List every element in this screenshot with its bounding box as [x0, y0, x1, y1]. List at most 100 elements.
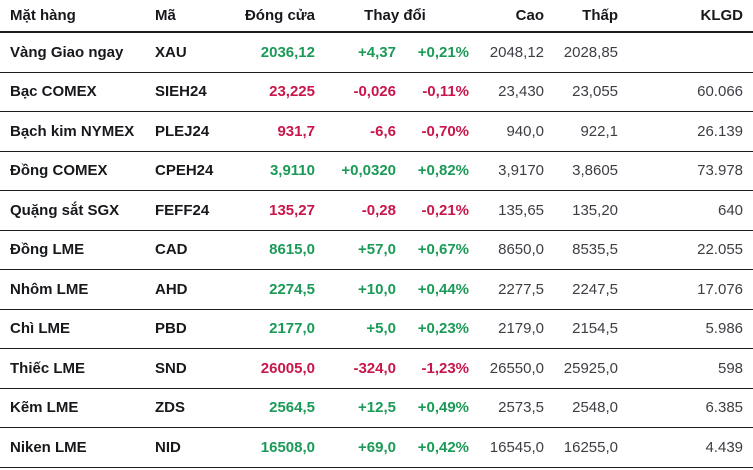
cell-close: 2036,12 [240, 32, 318, 73]
cell-high: 23,430 [472, 72, 548, 112]
header-close: Đóng cửa [240, 0, 318, 33]
cell-high: 2277,5 [472, 269, 548, 310]
cell-volume: 60.066 [621, 72, 753, 112]
cell-high: 16545,0 [472, 427, 548, 468]
cell-change: +10,0 [318, 269, 400, 310]
cell-close: 8615,0 [240, 230, 318, 270]
cell-close: 16508,0 [240, 427, 318, 468]
cell-low: 16255,0 [547, 427, 622, 468]
cell-change-pct: +0,21% [400, 32, 473, 73]
cell-high: 2048,12 [472, 32, 548, 73]
cell-change: -6,6 [318, 111, 400, 152]
header-change: Thay đổi [318, 0, 473, 33]
table-row[interactable]: Vàng Giao ngay XAU 2036,12 +4,37 +0,21% 2048,… [0, 32, 753, 73]
cell-code: SIEH24 [148, 72, 240, 112]
cell-change-pct: +0,23% [400, 309, 473, 349]
header-item: Mặt hàng [0, 0, 148, 33]
cell-low: 2247,5 [547, 269, 622, 310]
cell-change: +4,37 [318, 32, 400, 73]
cell-low: 23,055 [547, 72, 622, 112]
table-row[interactable]: Chì LME PBD 2177,0 +5,0 +0,23% 2179,0 2154,5 5.… [0, 309, 753, 349]
cell-change-pct: +0,49% [400, 388, 473, 428]
table-row[interactable]: Niken LME NID 16508,0 +69,0 +0,42% 16545,0 162… [0, 427, 753, 468]
table-body: Vàng Giao ngay XAU 2036,12 +4,37 +0,21% 2048,… [0, 32, 753, 468]
cell-close: 135,27 [240, 190, 318, 231]
cell-high: 26550,0 [472, 348, 548, 389]
cell-item: Chì LME [0, 309, 148, 349]
cell-item: Bạc COMEX [0, 72, 148, 112]
cell-close: 931,7 [240, 111, 318, 152]
cell-close: 26005,0 [240, 348, 318, 389]
cell-code: PBD [148, 309, 240, 349]
table-row[interactable]: Thiếc LME SND 26005,0 -324,0 -1,23% 26550,0 25… [0, 348, 753, 389]
cell-volume: 6.385 [621, 388, 753, 428]
cell-close: 2564,5 [240, 388, 318, 428]
cell-change-pct: +0,42% [400, 427, 473, 468]
table-row[interactable]: Nhôm LME AHD 2274,5 +10,0 +0,44% 2277,5 2247,5… [0, 269, 753, 310]
table-row[interactable]: Kẽm LME ZDS 2564,5 +12,5 +0,49% 2573,5 2548,0 6… [0, 388, 753, 428]
cell-change: -0,026 [318, 72, 400, 112]
cell-code: NID [148, 427, 240, 468]
cell-volume: 640 [621, 190, 753, 231]
cell-volume: 22.055 [621, 230, 753, 270]
table-row[interactable]: Đồng LME CAD 8615,0 +57,0 +0,67% 8650,0 8535,5… [0, 230, 753, 270]
cell-low: 2548,0 [547, 388, 622, 428]
cell-low: 25925,0 [547, 348, 622, 389]
cell-change: +57,0 [318, 230, 400, 270]
cell-item: Nhôm LME [0, 269, 148, 310]
header-code: Mã [148, 0, 240, 33]
cell-code: SND [148, 348, 240, 389]
cell-volume: 73.978 [621, 151, 753, 191]
cell-high: 2573,5 [472, 388, 548, 428]
cell-volume: 26.139 [621, 111, 753, 152]
cell-change-pct: -1,23% [400, 348, 473, 389]
cell-close: 23,225 [240, 72, 318, 112]
cell-item: Đồng LME [0, 230, 148, 270]
table-row[interactable]: Đồng COMEX CPEH24 3,9110 +0,0320 +0,82% 3,917… [0, 151, 753, 191]
cell-volume [621, 32, 753, 73]
header-volume: KLGD [621, 0, 753, 33]
cell-change: +69,0 [318, 427, 400, 468]
table-row[interactable]: Quặng sắt SGX FEFF24 135,27 -0,28 -0,21% 135,… [0, 190, 753, 231]
cell-change-pct: +0,44% [400, 269, 473, 310]
cell-low: 2154,5 [547, 309, 622, 349]
table-row[interactable]: Bạc COMEX SIEH24 23,225 -0,026 -0,11% 23,430 2… [0, 72, 753, 112]
cell-change-pct: +0,82% [400, 151, 473, 191]
cell-item: Bạch kim NYMEX [0, 111, 148, 152]
cell-low: 8535,5 [547, 230, 622, 270]
cell-high: 135,65 [472, 190, 548, 231]
cell-item: Kẽm LME [0, 388, 148, 428]
table-row[interactable]: Bạch kim NYMEX PLEJ24 931,7 -6,6 -0,70% 940,0… [0, 111, 753, 152]
cell-code: FEFF24 [148, 190, 240, 231]
cell-high: 2179,0 [472, 309, 548, 349]
cell-high: 8650,0 [472, 230, 548, 270]
cell-change-pct: -0,21% [400, 190, 473, 231]
cell-change-pct: -0,11% [400, 72, 473, 112]
cell-item: Thiếc LME [0, 348, 148, 389]
cell-volume: 5.986 [621, 309, 753, 349]
cell-change: -0,28 [318, 190, 400, 231]
cell-code: ZDS [148, 388, 240, 428]
cell-low: 3,8605 [547, 151, 622, 191]
cell-low: 922,1 [547, 111, 622, 152]
cell-close: 2177,0 [240, 309, 318, 349]
cell-code: CAD [148, 230, 240, 270]
cell-code: CPEH24 [148, 151, 240, 191]
cell-item: Vàng Giao ngay [0, 32, 148, 73]
cell-change: +0,0320 [318, 151, 400, 191]
cell-change: +5,0 [318, 309, 400, 349]
cell-volume: 4.439 [621, 427, 753, 468]
cell-change-pct: -0,70% [400, 111, 473, 152]
cell-code: XAU [148, 32, 240, 73]
cell-item: Niken LME [0, 427, 148, 468]
cell-close: 2274,5 [240, 269, 318, 310]
cell-change-pct: +0,67% [400, 230, 473, 270]
cell-change: +12,5 [318, 388, 400, 428]
cell-close: 3,9110 [240, 151, 318, 191]
cell-low: 2028,85 [547, 32, 622, 73]
cell-volume: 598 [621, 348, 753, 389]
header-row: Mặt hàng Mã Đóng cửa Thay đổi Cao Thấp K… [0, 0, 753, 33]
cell-high: 940,0 [472, 111, 548, 152]
cell-volume: 17.076 [621, 269, 753, 310]
